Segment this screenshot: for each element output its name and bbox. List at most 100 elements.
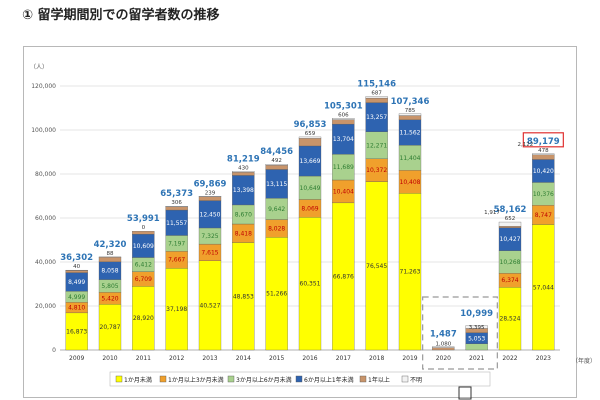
bar-total-label: 84,456	[260, 147, 293, 157]
x-category-label: 2016	[302, 355, 317, 362]
unknown-label: 306	[171, 200, 182, 206]
segment-label: 10,268	[500, 259, 521, 266]
total-highlight-box	[522, 132, 564, 148]
segment-label: 6,412	[135, 262, 152, 269]
segment-label: 11,557	[166, 220, 187, 227]
bar-segment	[498, 226, 522, 228]
y-tick-label: 80,000	[35, 171, 56, 178]
bar-segment	[398, 115, 422, 120]
bar-segment	[298, 138, 322, 147]
bar-total-label: 10,999	[460, 309, 493, 319]
y-tick-label: 0	[52, 347, 56, 354]
segment-label: 12,450	[200, 211, 221, 218]
bar-total-label: 36,302	[60, 253, 93, 263]
segment-label: 10,376	[533, 191, 554, 198]
segment-label: 13,115	[266, 181, 287, 188]
segment-label: 10,427	[500, 236, 521, 243]
unknown-label: 40	[73, 264, 80, 270]
segment-label: 66,876	[333, 273, 354, 280]
segment-label: 8,418	[235, 230, 252, 237]
page-marker-box	[458, 386, 472, 400]
bar-segment	[365, 96, 388, 99]
segment-label: 71,263	[400, 269, 421, 276]
x-category-label: 2023	[536, 355, 551, 362]
segment-label: 8,058	[101, 268, 118, 275]
legend-label: 不明	[410, 377, 422, 384]
bar-segment	[198, 196, 222, 197]
segment-label: 13,704	[333, 136, 354, 143]
segment-label: 60,351	[300, 281, 321, 288]
segment-label: 7,615	[201, 249, 218, 256]
legend-swatch	[227, 375, 235, 383]
annotation-label: 2,122	[517, 142, 533, 148]
bar-segment	[165, 206, 188, 208]
segment-label: 8,747	[535, 212, 552, 219]
segment-label: 51,266	[266, 291, 287, 298]
segment-label: 8,069	[301, 205, 318, 212]
bar-segment	[465, 343, 488, 351]
legend-swatch	[359, 375, 367, 383]
segment-label: 10,408	[400, 179, 421, 186]
x-category-label: 2009	[69, 355, 84, 362]
segment-label: 10,420	[533, 168, 554, 175]
segment-label: 76,545	[366, 263, 387, 270]
unknown-label: 606	[338, 112, 349, 118]
legend-label: 6か月以上1年未満	[304, 376, 354, 384]
x-category-label: 2021	[469, 355, 484, 362]
bar-total-label: 105,301	[324, 101, 363, 111]
legend-swatch	[401, 375, 409, 383]
bar-total-label: 42,320	[94, 240, 127, 250]
segment-label: 10,372	[366, 167, 387, 174]
bar-segment	[332, 118, 355, 120]
segment-label: 11,404	[400, 155, 421, 162]
bar-segment	[432, 347, 455, 351]
bar-segment	[265, 165, 288, 170]
unknown-label: 88	[107, 251, 114, 257]
segment-label: 37,198	[166, 306, 187, 313]
segment-label: 8,499	[68, 279, 85, 286]
bar-total-label: 96,853	[294, 120, 327, 130]
legend-swatch	[159, 375, 167, 383]
segment-label: 4,999	[68, 294, 85, 301]
bar-segment	[532, 154, 555, 160]
annotation-label: 3,395	[469, 325, 485, 331]
bar-total-label: 65,373	[160, 189, 193, 199]
bar-total-label: 1,487	[430, 330, 457, 340]
x-category-label: 2017	[336, 355, 351, 362]
segment-label: 10,609	[133, 243, 154, 250]
y-tick-label: 40,000	[35, 259, 56, 266]
segment-label: 6,374	[501, 277, 518, 284]
segment-label: 5,053	[468, 335, 485, 342]
y-tick-label: 100,000	[31, 127, 56, 134]
segment-label: 20,787	[100, 324, 121, 331]
segment-label: 40,527	[200, 302, 221, 309]
segment-label: 16,873	[66, 328, 87, 335]
x-category-label: 2020	[436, 355, 451, 362]
unknown-label: 652	[505, 216, 516, 222]
y-tick-label: 60,000	[35, 215, 56, 222]
bar-segment	[532, 153, 555, 156]
bar-total-label: 81,219	[227, 154, 260, 164]
unknown-label: 659	[305, 131, 316, 137]
segment-label: 10,649	[300, 185, 321, 192]
x-category-label: 2015	[269, 355, 284, 362]
segment-label: 13,669	[300, 158, 321, 165]
x-category-label: 2019	[402, 355, 417, 362]
segment-label: 9,642	[268, 206, 285, 213]
bar-total-label: 107,346	[391, 97, 430, 107]
segment-label: 7,667	[168, 257, 185, 264]
bar-segment	[98, 256, 122, 262]
bar-segment	[432, 346, 455, 348]
segment-label: 5,805	[101, 283, 118, 290]
legend-label: 1か月未満	[124, 376, 152, 384]
chart-frame	[23, 46, 577, 398]
bar-segment	[498, 221, 522, 227]
segment-label: 28,920	[133, 315, 154, 322]
bar-segment	[198, 196, 222, 201]
segment-label: 6,709	[135, 276, 152, 283]
segment-label: 5,420	[101, 295, 118, 302]
x-category-label: 2013	[202, 355, 217, 362]
segment-label: 7,197	[168, 240, 185, 247]
bar-segment	[232, 171, 255, 173]
page-title: ① 留学期間別での留学者数の推移	[22, 8, 220, 23]
